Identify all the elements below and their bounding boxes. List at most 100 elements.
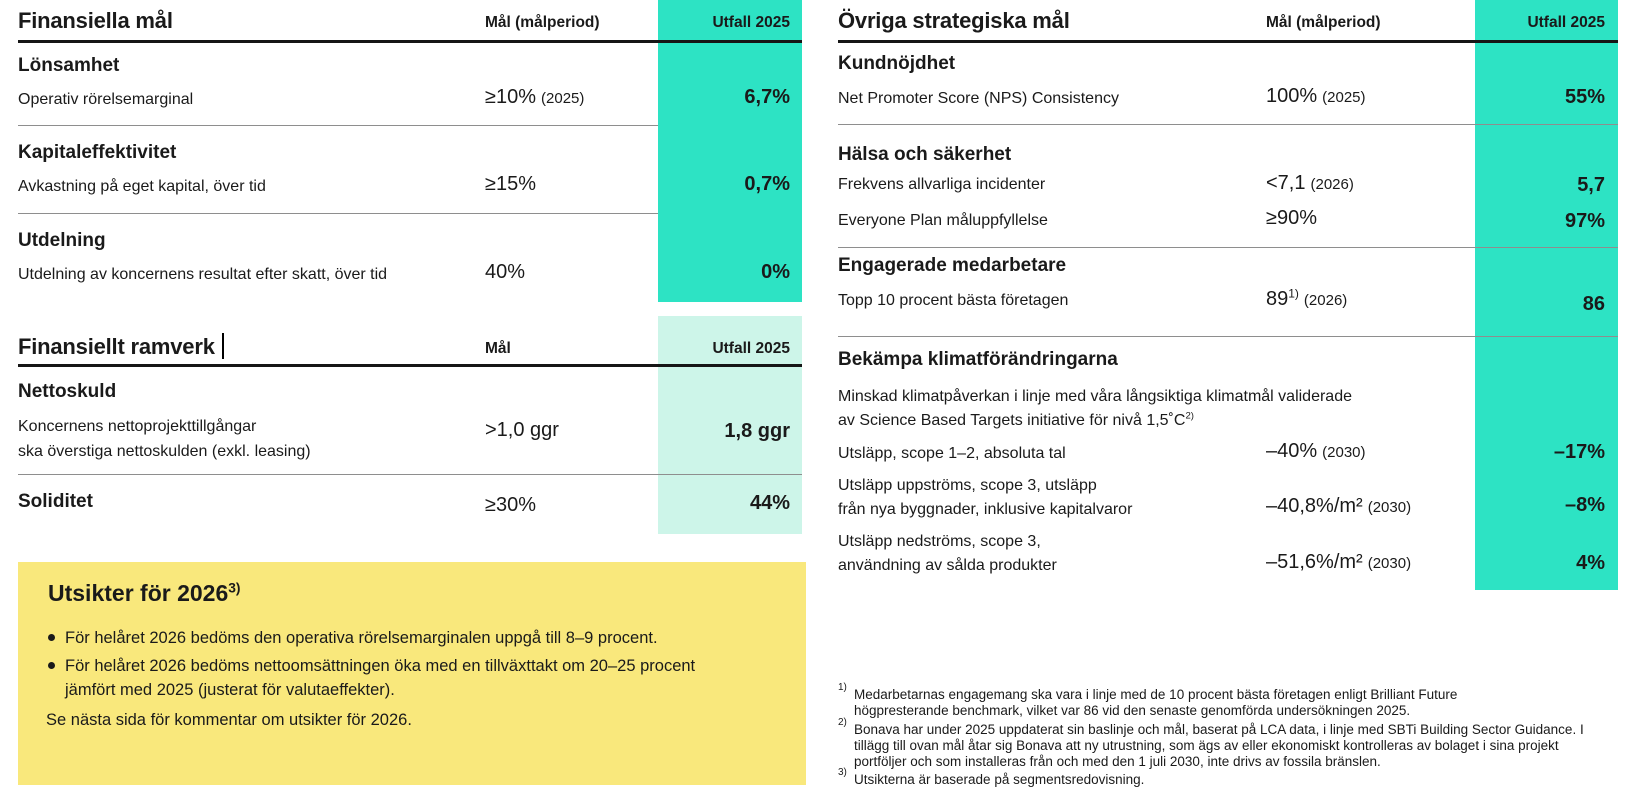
description-footnote-marker: 2) — [1185, 410, 1194, 422]
financial-outcome-column-header: Utfall 2025 — [712, 14, 790, 31]
row-outcome: 55% — [1564, 86, 1605, 108]
goal-value: –51,6%/m² — [1266, 551, 1363, 573]
section-lonsamhet: Lönsamhet — [18, 55, 120, 76]
klimat-description-line2: av Science Based Targets initiative för … — [838, 410, 1194, 430]
footnote-text: Utsikterna är baserade på segmentsredovi… — [854, 772, 1145, 787]
framework-outcome-column-header: Utfall 2025 — [712, 340, 790, 357]
financial-header-rule — [18, 40, 802, 43]
row-label-line1: Utsläpp nedströms, scope 3, — [838, 533, 1041, 550]
klimat-description-line2-text: av Science Based Targets initiative för … — [838, 412, 1186, 429]
row-goal: <7,1 (2026) — [1266, 172, 1354, 195]
outlook-title-footnote-marker: 3) — [228, 580, 241, 596]
goal-period: (2030) — [1367, 555, 1412, 572]
row-label: Utsläpp, scope 1–2, absoluta tal — [838, 445, 1066, 462]
financial-goals-title: Finansiella mål — [18, 8, 173, 33]
row-outcome: 0,7% — [744, 173, 790, 195]
footnote-3: 3) Utsikterna är baserade på segmentsredo… — [838, 767, 1145, 788]
row-label-line2: användning av sålda produkter — [838, 557, 1057, 574]
outlook-title: Utsikter för 20263) — [48, 580, 241, 607]
section-nettoskuld: Nettoskuld — [18, 381, 117, 402]
goal-period: (2025) — [1322, 89, 1366, 106]
goal-period: (2026) — [1310, 176, 1354, 193]
row-outcome: –17% — [1553, 441, 1605, 463]
row-outcome: 1,8 ggr — [724, 420, 790, 442]
row-label-line1: Utsläpp uppströms, scope 3, utsläpp — [838, 477, 1097, 494]
section-klimat: Bekämpa klimatförändringarna — [838, 349, 1118, 370]
bullet-icon — [48, 662, 55, 669]
goal-period: (2030) — [1367, 499, 1412, 516]
outlook-note: Se nästa sida för kommentar om utsikter … — [46, 711, 412, 729]
row-divider — [838, 124, 1618, 125]
outlook-bullet-1-text: För helåret 2026 bedöms den operativa rö… — [65, 629, 658, 647]
text-cursor — [222, 333, 224, 359]
section-kapitaleffektivitet: Kapitaleffektivitet — [18, 142, 177, 163]
row-goal: ≥90% — [1266, 207, 1318, 229]
row-outcome: 0% — [761, 261, 790, 283]
row-outcome: 86 — [1582, 293, 1605, 315]
row-outcome: 6,7% — [744, 86, 790, 108]
row-goal: –51,6%/m² (2030) — [1266, 551, 1411, 574]
footnote-text: Medarbetarnas engagemang ska vara i linj… — [854, 687, 1458, 718]
framework-title: Finansiellt ramverk — [18, 334, 215, 359]
outlook-bullet-2: För helåret 2026 bedöms nettoomsättninge… — [46, 654, 745, 702]
goal-value: 89 — [1266, 288, 1289, 310]
goal-period: (2025) — [541, 90, 585, 107]
row-label: Avkastning på eget kapital, över tid — [18, 178, 266, 195]
goal-value: –40% — [1266, 440, 1318, 462]
row-goal: ≥15% — [485, 173, 537, 195]
section-utdelning: Utdelning — [18, 230, 106, 251]
outlook-box: Utsikter för 20263) För helåret 2026 bed… — [18, 562, 806, 785]
row-label: Topp 10 procent bästa företagen — [838, 292, 1069, 309]
row-divider — [18, 213, 658, 214]
goal-footnote-marker: 1) — [1288, 286, 1299, 301]
row-label-line1: Koncernens nettoprojekttillgångar — [18, 418, 257, 435]
bullet-icon — [48, 634, 55, 641]
goal-value: ≥10% — [485, 86, 537, 108]
outlook-bullet-2-text: För helåret 2026 bedöms nettoomsättninge… — [65, 657, 696, 699]
row-label: Frekvens allvarliga incidenter — [838, 176, 1046, 193]
section-halsa-sakerhet: Hälsa och säkerhet — [838, 144, 1012, 165]
goal-value: 100% — [1266, 85, 1318, 107]
goal-period: (2026) — [1303, 292, 1348, 309]
row-label: Operativ rörelsemarginal — [18, 91, 194, 108]
row-goal: >1,0 ggr — [485, 419, 559, 441]
goal-value: <7,1 — [1266, 172, 1306, 194]
framework-goal-column-header: Mål — [485, 340, 511, 357]
footnote-1: 1) Medarbetarnas engagemang ska vara i li… — [838, 682, 1458, 719]
row-divider — [18, 125, 658, 126]
row-label-line2: från nya byggnader, inklusive kapitalvar… — [838, 501, 1133, 518]
row-goal: –40% (2030) — [1266, 440, 1366, 463]
row-goal: 100% (2025) — [1266, 85, 1366, 108]
goal-period: (2030) — [1322, 444, 1366, 461]
row-goal: 40% — [485, 261, 526, 283]
section-soliditet: Soliditet — [18, 491, 93, 512]
outlook-bullet-1: För helåret 2026 bedöms den operativa rö… — [46, 626, 775, 650]
outlook-title-text: Utsikter för 2026 — [48, 580, 229, 606]
row-label: Net Promoter Score (NPS) Consistency — [838, 90, 1119, 107]
row-outcome: 4% — [1576, 552, 1605, 574]
financial-goal-column-header: Mål (målperiod) — [485, 14, 600, 31]
section-kundnojdhet: Kundnöjdhet — [838, 53, 956, 74]
row-label-line2: ska överstiga nettoskulden (exkl. leasin… — [18, 443, 311, 460]
strategic-outcome-column-header: Utfall 2025 — [1527, 14, 1605, 31]
row-divider — [838, 247, 1618, 248]
row-goal: –40,8%/m² (2030) — [1266, 495, 1411, 518]
framework-outcome-column-band — [658, 316, 802, 534]
klimat-description-line1: Minskad klimatpåverkan i linje med våra … — [838, 388, 1352, 405]
row-goal: ≥10% (2025) — [485, 86, 584, 109]
row-goal: 891) (2026) — [1266, 286, 1348, 311]
row-outcome: 5,7 — [1577, 174, 1605, 196]
strategic-goal-column-header: Mål (målperiod) — [1266, 14, 1381, 31]
row-label: Everyone Plan måluppfyllelse — [838, 212, 1048, 229]
row-outcome: –8% — [1564, 494, 1605, 516]
footnote-text: Bonava har under 2025 uppdaterat sin bas… — [854, 722, 1584, 769]
row-outcome: 44% — [749, 492, 790, 514]
strategic-outcome-column-band — [1475, 0, 1618, 590]
strategic-header-rule — [838, 40, 1618, 43]
row-divider — [18, 474, 802, 475]
financial-outcome-column-band — [658, 0, 802, 302]
framework-header-rule — [18, 364, 802, 367]
row-goal: ≥30% — [485, 494, 537, 516]
section-engagerade-medarbetare: Engagerade medarbetare — [838, 255, 1067, 276]
